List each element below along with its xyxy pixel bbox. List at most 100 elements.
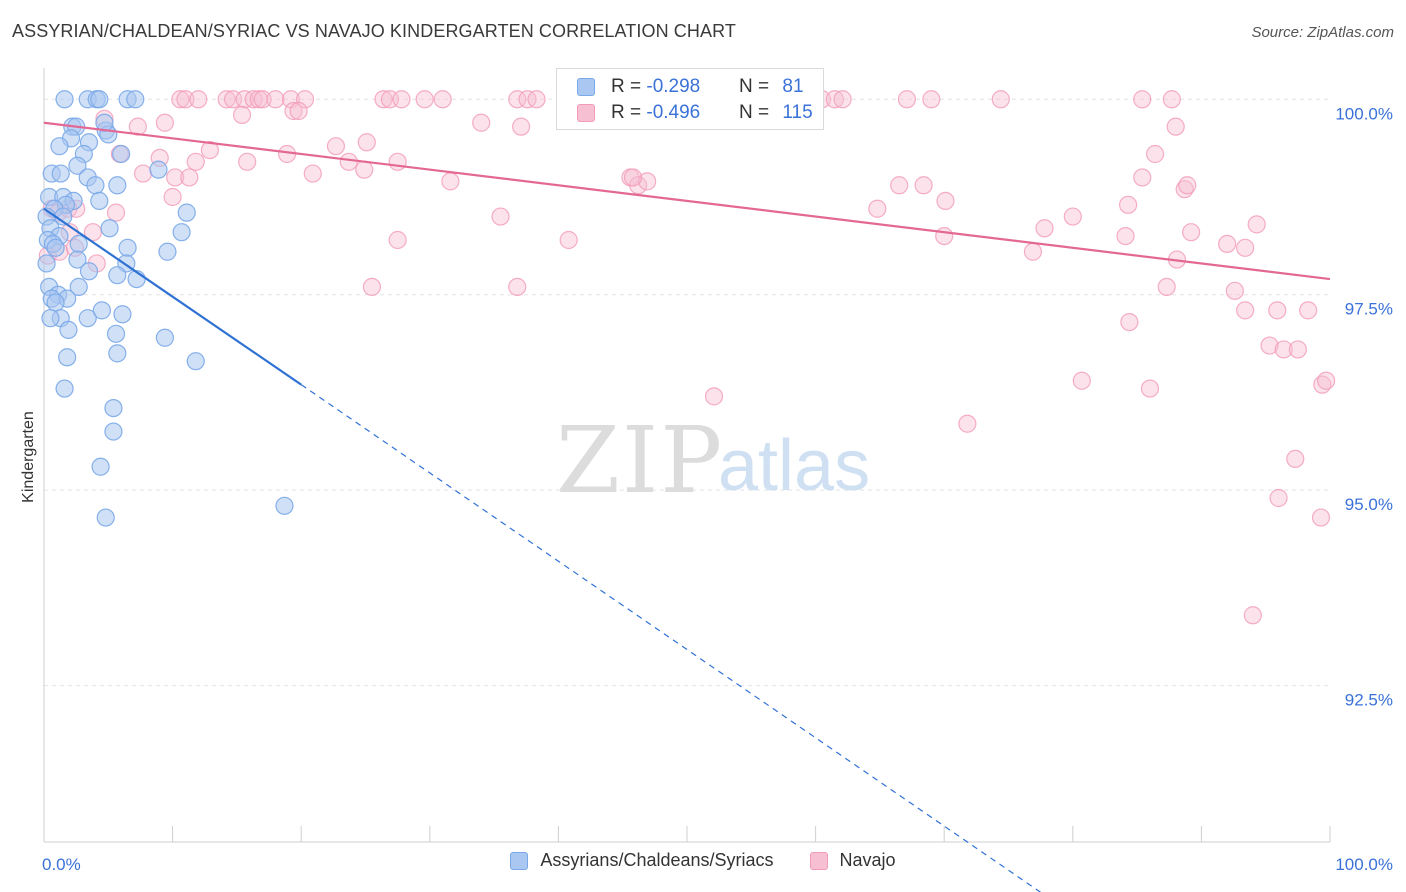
- navajo-point: [704, 387, 724, 406]
- watermark: ZIP atlas: [556, 407, 870, 514]
- x-tick-label-min: 0.0%: [42, 855, 81, 874]
- assyrian-point: [79, 262, 99, 281]
- legend-item-assyrian[interactable]: Assyrians/Chaldeans/Syriacs: [510, 850, 774, 871]
- navajo-legend-swatch: [809, 851, 828, 870]
- assyrian-swatch: [577, 78, 595, 96]
- navajo-point: [623, 168, 643, 187]
- watermark-atlas: atlas: [718, 426, 870, 506]
- assyrian-legend-swatch: [510, 851, 529, 870]
- navajo-point: [1218, 234, 1237, 254]
- navajo-point: [289, 101, 308, 121]
- navajo-point: [1023, 242, 1043, 261]
- navajo-point: [897, 90, 917, 109]
- trend-lines: [43, 121, 1331, 892]
- navajo-point: [833, 90, 852, 109]
- navajo-point: [1260, 336, 1279, 355]
- navajo-point: [1166, 117, 1185, 136]
- watermark-zip: ZIP: [556, 407, 724, 514]
- legend-item-navajo[interactable]: Navajo: [809, 850, 896, 871]
- navajo-point: [527, 90, 546, 109]
- navajo-point: [83, 223, 102, 242]
- navajo-point: [374, 90, 393, 109]
- y-axis-label: Kindergarten: [20, 411, 37, 503]
- navajo-point: [472, 113, 491, 132]
- assyrian-point: [91, 457, 110, 476]
- source-note: Source: ZipAtlas.com: [1251, 24, 1394, 41]
- assyrian-trend-extension: [300, 384, 1042, 892]
- assyrian-point: [55, 379, 74, 398]
- navajo-point: [186, 152, 205, 171]
- n-label: N =: [739, 102, 775, 123]
- navajo-point: [508, 277, 527, 297]
- navajo-point: [1140, 379, 1160, 398]
- navajo-point: [238, 152, 257, 171]
- navajo-swatch: [577, 104, 595, 122]
- navajo-point: [1269, 488, 1288, 508]
- n-label: N =: [739, 76, 775, 97]
- navajo-point: [355, 160, 374, 179]
- navajo-point: [825, 90, 844, 109]
- x-tick-label-max: 100.0%: [1335, 855, 1393, 874]
- navajo-point: [890, 176, 909, 195]
- navajo-point: [106, 203, 126, 222]
- navajo-point: [935, 226, 954, 246]
- assyrian-point: [86, 176, 105, 195]
- navajo-point: [163, 187, 182, 207]
- navajo-point: [1236, 238, 1255, 257]
- navajo-point: [266, 90, 285, 109]
- navajo-point: [1311, 508, 1331, 527]
- navajo-point: [166, 168, 185, 187]
- navajo-point: [922, 90, 941, 109]
- assyrian-point: [95, 113, 114, 132]
- gridlines: [44, 98, 1330, 687]
- navajo-point: [1243, 606, 1262, 625]
- navajo-points: [38, 90, 1336, 625]
- assyrian-point: [46, 238, 65, 257]
- navajo-point: [1072, 371, 1091, 390]
- navajo-point: [1268, 301, 1287, 320]
- assyrian-point: [58, 348, 77, 367]
- navajo-point: [1317, 371, 1336, 390]
- navajo-point: [1182, 223, 1201, 242]
- navajo-point: [1247, 215, 1266, 234]
- navajo-point: [433, 90, 452, 109]
- assyrian-point: [50, 137, 69, 156]
- assyrian-point: [90, 191, 109, 211]
- navajo-point: [303, 164, 322, 183]
- assyrian-point: [108, 266, 127, 285]
- tick-labels: 100.0% 97.5% 95.0% 92.5% 0.0% 100.0%: [42, 104, 1393, 874]
- navajo-point: [1225, 281, 1244, 300]
- assyrian-point: [69, 234, 88, 254]
- navajo-point: [200, 140, 219, 160]
- navajo-point: [512, 117, 531, 136]
- navajo-point: [1116, 226, 1135, 246]
- series-legend: Assyrians/Chaldeans/Syriacs Navajo: [0, 850, 1406, 871]
- navajo-point: [1286, 449, 1305, 469]
- assyrian-point: [106, 324, 126, 343]
- navajo-point: [958, 414, 977, 433]
- assyrian-point: [55, 90, 74, 109]
- r-value: -0.496: [646, 102, 701, 123]
- assyrian-point: [155, 328, 174, 347]
- assyrian-point: [68, 156, 87, 175]
- navajo-point: [1178, 176, 1197, 195]
- navajo-point: [1120, 312, 1139, 332]
- assyrian-point: [172, 223, 191, 242]
- navajo-point: [326, 137, 346, 156]
- assyrian-point: [149, 160, 168, 179]
- navajo-point: [1133, 90, 1152, 109]
- assyrian-point: [118, 238, 137, 257]
- navajo-point: [362, 277, 382, 297]
- stats-row-assyrian: R = -0.298 N = 81: [577, 74, 804, 100]
- assyrian-point: [41, 309, 60, 328]
- navajo-point: [217, 90, 236, 109]
- assyrian-point: [96, 508, 115, 527]
- assyrian-point: [68, 250, 87, 269]
- legend-label-assyrian: Assyrians/Chaldeans/Syriacs: [540, 850, 774, 870]
- y-tick-label: 95.0%: [1345, 495, 1393, 514]
- navajo-point: [1035, 219, 1054, 238]
- navajo-point: [189, 90, 208, 109]
- y-tick-label: 92.5%: [1345, 691, 1393, 710]
- assyrian-point: [104, 422, 123, 441]
